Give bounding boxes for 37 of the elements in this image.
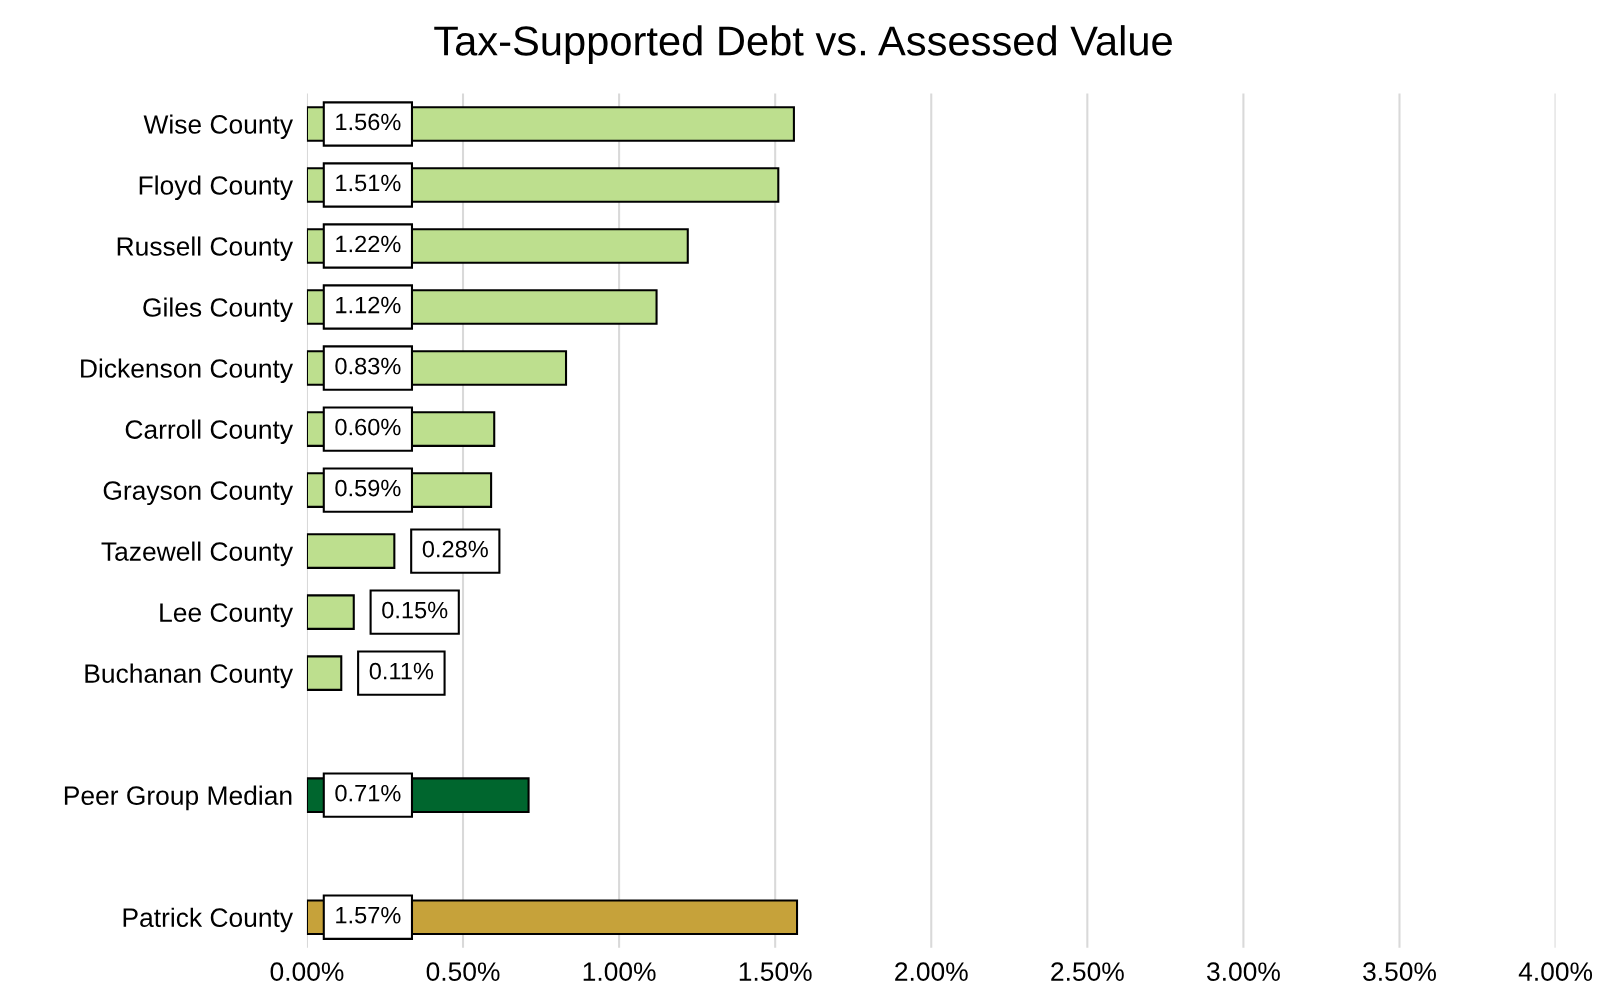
y-tick-label: Carroll County (125, 419, 294, 445)
data-label: 1.56% (336, 113, 401, 131)
y-tick-label: Wise County (143, 114, 293, 140)
y-tick-label: Lee County (160, 603, 294, 628)
x-tick-label: 2.50% (1051, 962, 1124, 981)
chart-title: Tax-Supported Debt vs. Assessed Value (434, 25, 1172, 64)
y-tick-label: Dickenson County (81, 358, 294, 384)
data-label: 1.12% (336, 296, 401, 314)
y-tick-label: Buchanan County (85, 663, 294, 689)
bar (306, 655, 343, 691)
data-label: 1.51% (336, 174, 401, 192)
bar (306, 533, 396, 569)
x-tick-label: 4.00% (1518, 962, 1593, 981)
y-tick-label: Russell County (117, 236, 294, 262)
bar (306, 594, 355, 630)
data-label: 0.71% (335, 784, 401, 802)
y-tick-label: Patrick County (123, 907, 294, 933)
data-label: 0.59% (335, 479, 401, 497)
x-tick-label: 2.00% (895, 962, 968, 981)
y-tick-label: Grayson County (103, 481, 294, 506)
x-tick-label: 1.00% (583, 962, 656, 981)
x-tick-label: 0.00% (270, 962, 344, 981)
data-label: 0.60% (335, 418, 401, 436)
data-label: 0.11% (369, 662, 434, 680)
x-tick-label: 0.50% (426, 962, 500, 981)
y-tick-label: Tazewell County (101, 541, 294, 567)
data-label: 1.22% (336, 235, 401, 253)
x-tick-label: 3.50% (1363, 962, 1436, 981)
y-tick-label: Peer Group Median (64, 785, 292, 811)
data-label: 0.15% (382, 601, 448, 619)
data-label: 0.83% (335, 357, 401, 375)
data-label: 1.57% (336, 906, 401, 924)
x-tick-label: 3.00% (1207, 962, 1280, 981)
x-tick-label: 1.50% (739, 962, 812, 981)
y-tick-label: Floyd County (139, 175, 294, 201)
data-label: 0.28% (422, 540, 488, 558)
y-tick-label: Giles County (143, 297, 293, 323)
